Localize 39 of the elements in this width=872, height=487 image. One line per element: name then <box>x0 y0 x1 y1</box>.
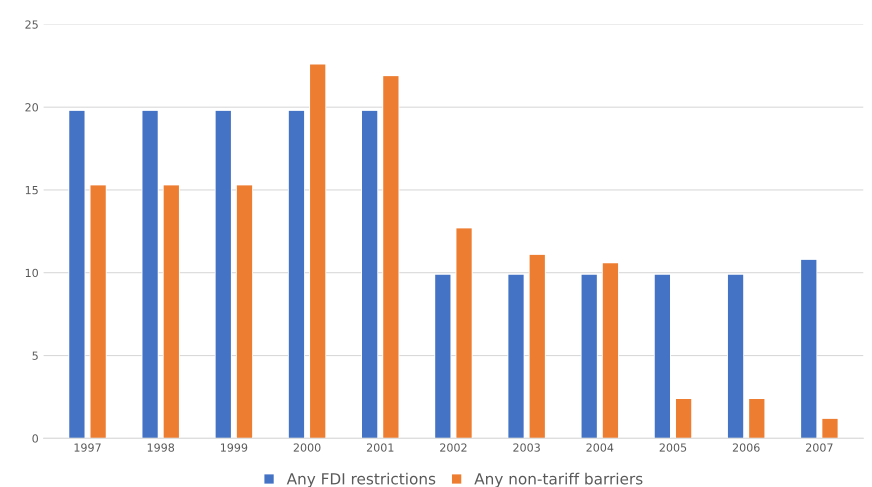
y-tick-label: 0 <box>32 434 38 443</box>
bar <box>456 228 473 438</box>
x-tick-label: 2000 <box>294 443 320 452</box>
x-tick-label: 1999 <box>220 443 248 452</box>
bar <box>288 110 305 438</box>
bar <box>382 75 400 438</box>
bar <box>90 184 107 438</box>
bar <box>361 110 378 438</box>
bar <box>162 184 180 438</box>
x-tick-label: 2004 <box>586 443 614 452</box>
x-tick-label: 2003 <box>513 443 540 452</box>
x-tick-label: 2001 <box>366 443 394 452</box>
bar <box>800 259 818 438</box>
bar <box>142 110 159 438</box>
x-tick-label: 2006 <box>732 443 760 452</box>
x-tick-label: 1998 <box>148 443 174 452</box>
x-tick-label: 2007 <box>806 443 833 452</box>
bar <box>654 274 671 438</box>
bar <box>748 398 766 438</box>
bar <box>68 110 86 438</box>
x-tick-label: 1997 <box>74 443 101 452</box>
x-tick-label: 2005 <box>660 443 686 452</box>
y-tick-label: 10 <box>26 268 38 278</box>
bar <box>434 274 452 438</box>
bar <box>602 262 619 438</box>
bar <box>508 274 524 438</box>
y-tick-label: 15 <box>26 186 38 194</box>
x-tick-label: 2002 <box>440 443 466 452</box>
y-tick-label: 25 <box>25 20 38 29</box>
bar <box>309 64 326 438</box>
bar <box>675 398 692 438</box>
bar <box>214 110 232 438</box>
bar <box>727 274 744 438</box>
bar <box>580 274 598 438</box>
bar <box>822 418 838 438</box>
y-tick-label: 20 <box>25 103 38 112</box>
bar <box>236 184 253 438</box>
y-tick-label: 5 <box>32 352 38 360</box>
bar <box>528 254 546 438</box>
